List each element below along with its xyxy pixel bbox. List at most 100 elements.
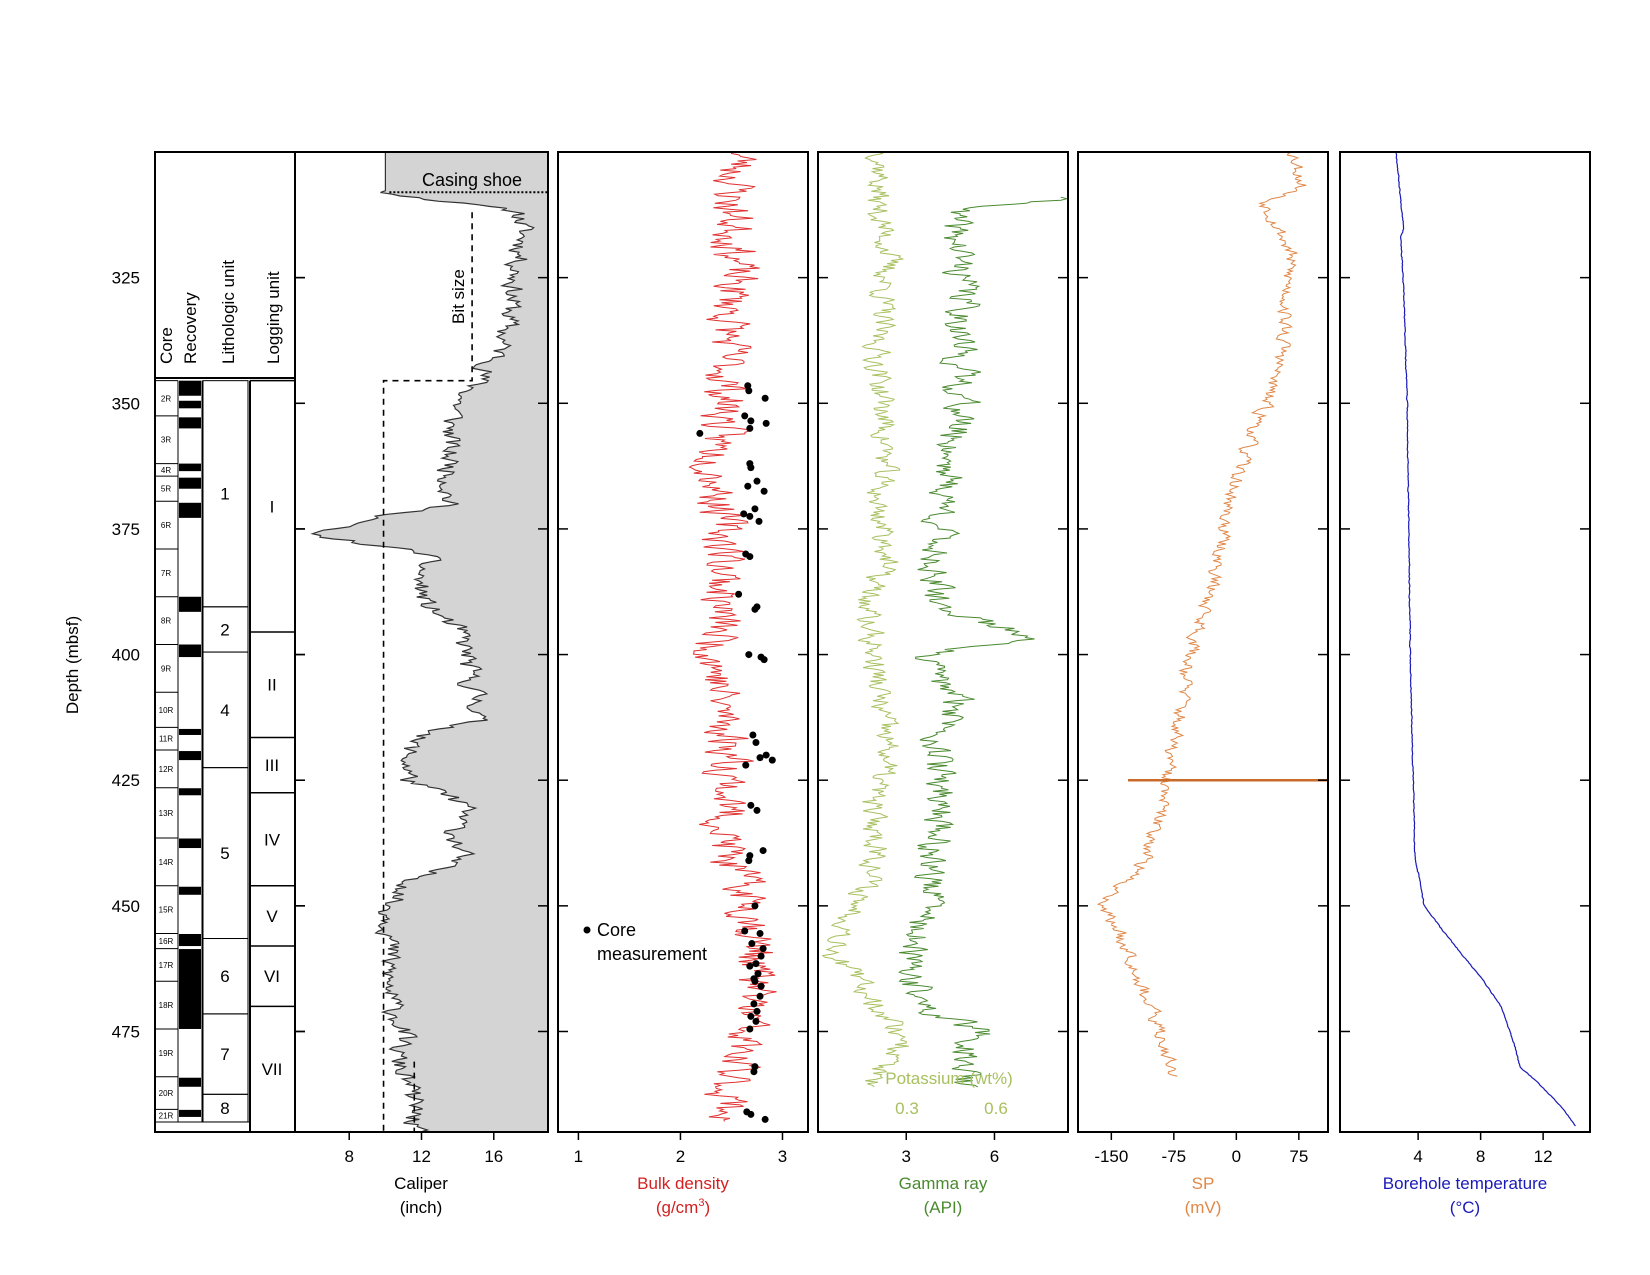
caliper-data-layer <box>310 152 548 1133</box>
gamma-ray-series-line <box>898 196 1068 1088</box>
core-label: 11R <box>159 735 173 744</box>
caliper-x-tick-label: 12 <box>412 1147 431 1166</box>
gamma-ray-x-tick-label: 6 <box>990 1147 999 1166</box>
core-measurement-point <box>696 429 704 437</box>
sp-x-tick-label: 75 <box>1289 1147 1308 1166</box>
temperature-tick-layer: 4 8 12 <box>1340 276 1590 1166</box>
core-measurement-point <box>760 487 768 495</box>
core-measurement-point <box>759 945 767 953</box>
core-measurement-point <box>761 394 769 402</box>
lithologic-unit-label: 4 <box>220 701 229 720</box>
lithologic-unit-header: Lithologic unit <box>219 260 238 364</box>
core-measurement-point <box>756 992 764 1000</box>
temperature-x-tick-label: 8 <box>1476 1147 1485 1166</box>
lithologic-unit-label: 7 <box>220 1045 229 1064</box>
casing-shoe-label: Casing shoe <box>422 170 522 190</box>
recovery-bar <box>179 933 201 947</box>
bulk-density-x-tick-label: 1 <box>574 1147 583 1166</box>
core-label: 9R <box>161 664 171 673</box>
depth-tick-label: 375 <box>112 520 140 539</box>
depth-tick-label: 475 <box>112 1022 140 1041</box>
recovery-bar <box>179 886 201 895</box>
core-measurement-point <box>742 761 750 769</box>
core-measurement-point <box>768 756 776 764</box>
logging-unit-label: I <box>270 497 275 516</box>
bulk-density-series-line <box>688 151 777 1122</box>
core-measurement-point <box>755 517 763 525</box>
sp-x-tick-label: 0 <box>1232 1147 1241 1166</box>
lithologic-unit-label: 8 <box>220 1099 229 1118</box>
gamma-ray-frame <box>817 151 1069 1133</box>
logging-unit-label: II <box>267 676 276 695</box>
logging-unit-label: V <box>266 907 278 926</box>
sp-tick-layer: -150 -75 0 75 <box>1078 276 1328 1166</box>
core-measurement-legend-dot <box>583 926 591 934</box>
core-measurement-point <box>752 739 760 747</box>
recovery-bar <box>179 380 201 396</box>
gamma-ray-data-layer <box>821 151 1068 1088</box>
core-measurement-point <box>747 1110 755 1118</box>
bit-size-label: Bit size <box>449 269 468 324</box>
bulk-density-frame <box>557 151 809 1133</box>
core-measurement-point <box>741 927 749 935</box>
core-measurement-point <box>750 1068 758 1076</box>
temperature-series-line <box>1395 151 1576 1127</box>
gamma-ray-unit: (API) <box>924 1198 963 1217</box>
lithologic-unit-box <box>202 1093 249 1123</box>
core-measurement-point <box>745 651 753 659</box>
gamma-ray-x-tick-label: 3 <box>902 1147 911 1166</box>
core-measurement-point <box>746 553 754 561</box>
depth-axis-label: Depth (mbsf) <box>63 616 82 714</box>
core-measurement-point <box>762 751 770 759</box>
core-measurement-point <box>741 412 749 420</box>
core-label: 20R <box>159 1089 174 1098</box>
depth-tick-label: 350 <box>112 394 140 413</box>
core-measurement-point <box>747 801 755 809</box>
recovery-bar <box>179 838 201 849</box>
bulk-density-xlabel: Bulk density <box>637 1174 729 1193</box>
lithologic-unit-label: 5 <box>220 844 229 863</box>
sp-xlabel: SP <box>1192 1174 1215 1193</box>
core-label: 17R <box>159 961 174 970</box>
core-label: 16R <box>159 937 174 946</box>
caliper-series-line <box>310 152 535 1133</box>
recovery-bar <box>179 949 201 1029</box>
caliper-track: 8 12 16 Casing shoe Bit size Caliper (inch… <box>294 151 549 1217</box>
logging-unit-header: Logging unit <box>264 271 283 364</box>
core-label: 21R <box>159 1112 174 1121</box>
core-label: 15R <box>159 906 174 915</box>
bulk-density-unit-close: ) <box>704 1198 710 1217</box>
core-measurement-point <box>751 505 759 513</box>
lithologic-unit-label: 6 <box>220 967 229 986</box>
depth-tick-label: 325 <box>112 269 140 288</box>
logging-unit-label: VII <box>262 1060 283 1079</box>
recovery-bar <box>179 502 201 518</box>
core-label: 3R <box>161 436 171 445</box>
core-label: 5R <box>161 485 171 494</box>
core-label: 19R <box>159 1049 174 1058</box>
bulk-density-unit-base: (g/cm <box>656 1198 699 1217</box>
recovery-bar <box>179 788 201 796</box>
temperature-x-tick-label: 12 <box>1534 1147 1553 1166</box>
sp-data-layer <box>1096 151 1327 1077</box>
core-label: 7R <box>161 569 171 578</box>
temperature-data-layer <box>1395 151 1576 1127</box>
core-measurement-point <box>751 605 759 613</box>
sp-frame <box>1077 151 1329 1133</box>
recovery-bar <box>179 417 201 429</box>
potassium-tick-1: 0.6 <box>984 1099 1008 1118</box>
core-measurement-point <box>751 902 759 910</box>
caliper-x-tick-label: 8 <box>344 1147 353 1166</box>
core-measurement-point <box>751 977 759 985</box>
potassium-label: Potassium (wt%) <box>885 1069 1013 1088</box>
recovery-bar <box>179 644 201 658</box>
temperature-frame <box>1339 151 1591 1133</box>
recovery-bar <box>179 463 201 472</box>
depth-tick-label: 425 <box>112 771 140 790</box>
core-measurement-legend-word: measurement <box>597 944 707 964</box>
core-measurement-point <box>745 857 753 865</box>
core-label: 13R <box>159 809 174 818</box>
